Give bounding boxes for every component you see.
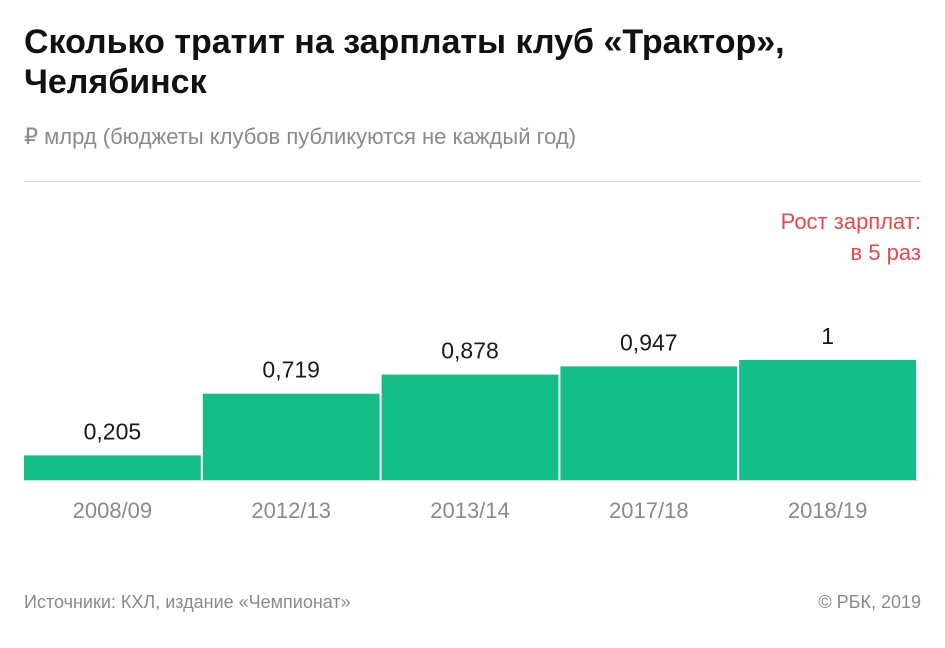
bar-value-label-0: 0,205 (84, 418, 142, 444)
chart-subtitle: ₽ млрд (бюджеты клубов публикуются не ка… (24, 124, 577, 149)
source-note: Источники: КХЛ, издание «Чемпионат» (24, 592, 351, 612)
bar-value-label-4: 1 (821, 323, 834, 349)
bar-value-label-2: 0,878 (441, 338, 499, 364)
x-tick-label-1: 2012/13 (251, 498, 331, 523)
bar-4 (739, 360, 916, 480)
bar-1 (202, 393, 380, 480)
chart-title: Сколько тратит на зарплаты клуб «Трактор… (24, 23, 785, 101)
x-tick-label-2: 2013/14 (430, 498, 510, 523)
header-divider (24, 181, 921, 182)
bar-3 (560, 366, 738, 480)
growth-annotation-line1: Рост зарплат: (780, 209, 921, 234)
x-tick-label-3: 2017/18 (609, 498, 689, 523)
copyright: © РБК, 2019 (818, 592, 921, 612)
growth-annotation: Рост зарплат: в 5 раз (621, 206, 921, 268)
bar-value-label-3: 0,947 (620, 329, 678, 355)
x-tick-label-0: 2008/09 (73, 498, 153, 523)
x-tick-label-4: 2018/19 (788, 498, 868, 523)
bar-value-label-1: 0,719 (262, 357, 320, 383)
bar-0 (24, 455, 201, 480)
growth-annotation-line2: в 5 раз (850, 240, 921, 265)
bar-2 (381, 374, 559, 480)
